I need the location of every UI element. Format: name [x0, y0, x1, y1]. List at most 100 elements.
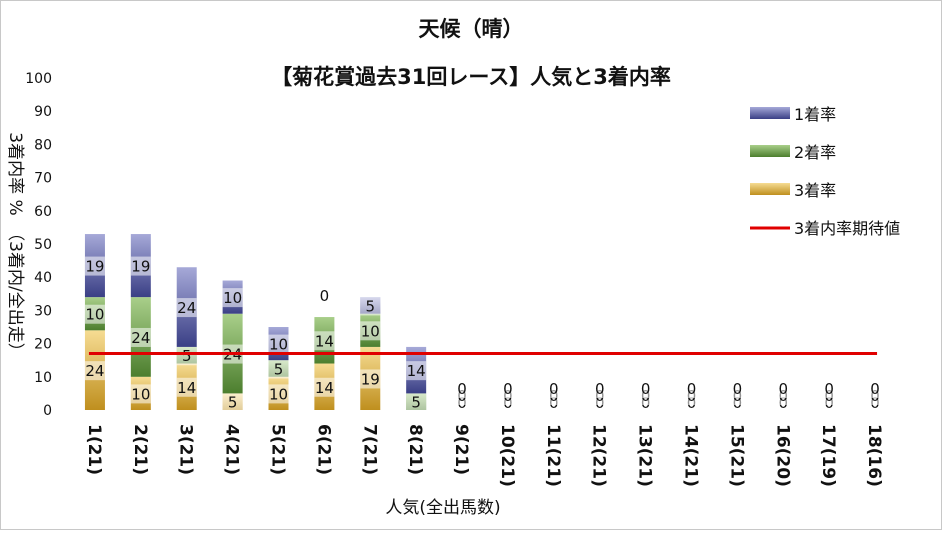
data-label-bg [268, 384, 289, 404]
data-label-bg [819, 379, 840, 398]
data-label: 0 [687, 380, 697, 398]
data-label-bg [773, 379, 794, 398]
data-label: 0 [457, 380, 467, 398]
x-tick-label: 16(20) [772, 424, 792, 487]
data-label: 10 [223, 289, 242, 307]
x-tick-label: 17(19) [818, 424, 838, 487]
data-label-bg [452, 379, 473, 398]
x-tick-label: 1(21) [84, 424, 104, 475]
y-tick-label: 60 [34, 204, 52, 220]
chart-subtitle: 【菊花賞過去31回レース】人気と3着内率 [271, 65, 671, 89]
data-label-bg [130, 384, 151, 404]
y-tick-label: 100 [25, 71, 52, 87]
y-tick-label: 20 [34, 337, 52, 353]
data-label: 14 [177, 379, 196, 397]
x-tick-label: 10(21) [497, 424, 517, 487]
y-tick-label: 70 [34, 171, 52, 187]
x-tick-label: 4(21) [222, 424, 242, 475]
y-axis-ticks: 0 10 20 30 40 50 60 70 80 90 100 [25, 71, 52, 419]
y-tick-label: 50 [34, 237, 52, 253]
data-label: 10 [85, 306, 104, 324]
data-label: 0 [595, 380, 605, 398]
data-label: 19 [131, 258, 150, 276]
x-tick-label: 13(21) [635, 424, 655, 487]
legend-label: 3着内率期待値 [794, 219, 900, 238]
data-label: 14 [407, 362, 426, 380]
data-label-bg [84, 304, 105, 324]
x-tick-label: 15(21) [726, 424, 746, 487]
data-label: 5 [182, 347, 192, 365]
y-tick-label: 10 [34, 370, 52, 386]
legend-swatch [750, 107, 790, 119]
data-label-bg [84, 256, 105, 276]
data-label: 14 [315, 379, 334, 397]
x-tick-label: 14(21) [681, 424, 701, 487]
legend-label: 2着率 [794, 143, 836, 162]
data-label-bg [176, 346, 197, 366]
data-label: 0 [824, 380, 834, 398]
x-axis-ticks: 1(21) 2(21) 3(21) 4(21) 5(21) 6(21) 7(21) 8(21)… [84, 424, 884, 487]
data-label-bg [176, 298, 197, 318]
y-tick-label: 90 [34, 104, 52, 120]
data-label: 19 [361, 370, 380, 388]
data-label: 14 [315, 332, 334, 350]
y-tick-label: 30 [34, 303, 52, 319]
x-tick-label: 8(21) [405, 424, 425, 475]
x-tick-label: 5(21) [268, 424, 288, 475]
data-label-bg [130, 327, 151, 347]
x-axis-title: 人気(全出馬数) [385, 498, 500, 518]
legend: 1着率 2着率 3着率 3着内率期待値 [750, 105, 900, 238]
x-tick-label: 12(21) [589, 424, 609, 487]
data-label-bg [222, 288, 243, 308]
data-label-bg [268, 334, 289, 354]
data-label-bg [314, 331, 335, 351]
data-label-bg [360, 321, 381, 341]
x-tick-label: 11(21) [543, 424, 563, 487]
data-label-bg [130, 256, 151, 276]
x-tick-label: 6(21) [313, 424, 333, 475]
data-label: 0 [779, 380, 789, 398]
data-label-bg [497, 379, 518, 398]
y-axis-title: 3着内率 % （3着内/全出走） [5, 132, 25, 359]
data-label-bg [406, 361, 427, 381]
data-label-bg [865, 379, 886, 398]
legend-label: 1着率 [794, 105, 836, 124]
data-label-bg [635, 379, 656, 398]
data-label: 19 [85, 258, 104, 276]
legend-swatch [750, 183, 790, 195]
data-label-bg [84, 361, 105, 381]
legend-label: 3着率 [794, 181, 836, 200]
data-label-bg [222, 392, 243, 412]
data-label: 5 [411, 394, 421, 412]
x-tick-label: 7(21) [359, 424, 379, 475]
x-tick-label: 2(21) [130, 424, 150, 475]
legend-swatch [750, 145, 790, 157]
data-label-bg [360, 369, 381, 389]
data-label-bg [314, 286, 335, 306]
data-label-bg [681, 379, 702, 398]
chart-title: 天候（晴） [419, 17, 524, 41]
data-label-bg [176, 377, 197, 397]
data-label: 10 [131, 385, 150, 403]
data-label: 10 [269, 336, 288, 354]
data-label: 24 [85, 362, 104, 380]
data-label: 24 [131, 329, 150, 347]
data-label: 0 [870, 380, 880, 398]
data-label: 0 [641, 380, 651, 398]
x-tick-label: 18(16) [864, 424, 884, 487]
data-label: 0 [549, 380, 559, 398]
data-label-bg [406, 392, 427, 412]
data-label: 10 [269, 385, 288, 403]
data-label: 5 [228, 394, 238, 412]
data-label: 0 [503, 380, 513, 398]
x-tick-label: 3(21) [176, 424, 196, 475]
data-label: 5 [274, 361, 284, 379]
data-label-bg [543, 379, 564, 398]
data-label: 24 [177, 299, 196, 317]
y-tick-label: 80 [34, 137, 52, 153]
x-tick-label: 9(21) [451, 424, 471, 475]
y-tick-label: 0 [43, 403, 52, 419]
data-label-bg [360, 296, 381, 316]
